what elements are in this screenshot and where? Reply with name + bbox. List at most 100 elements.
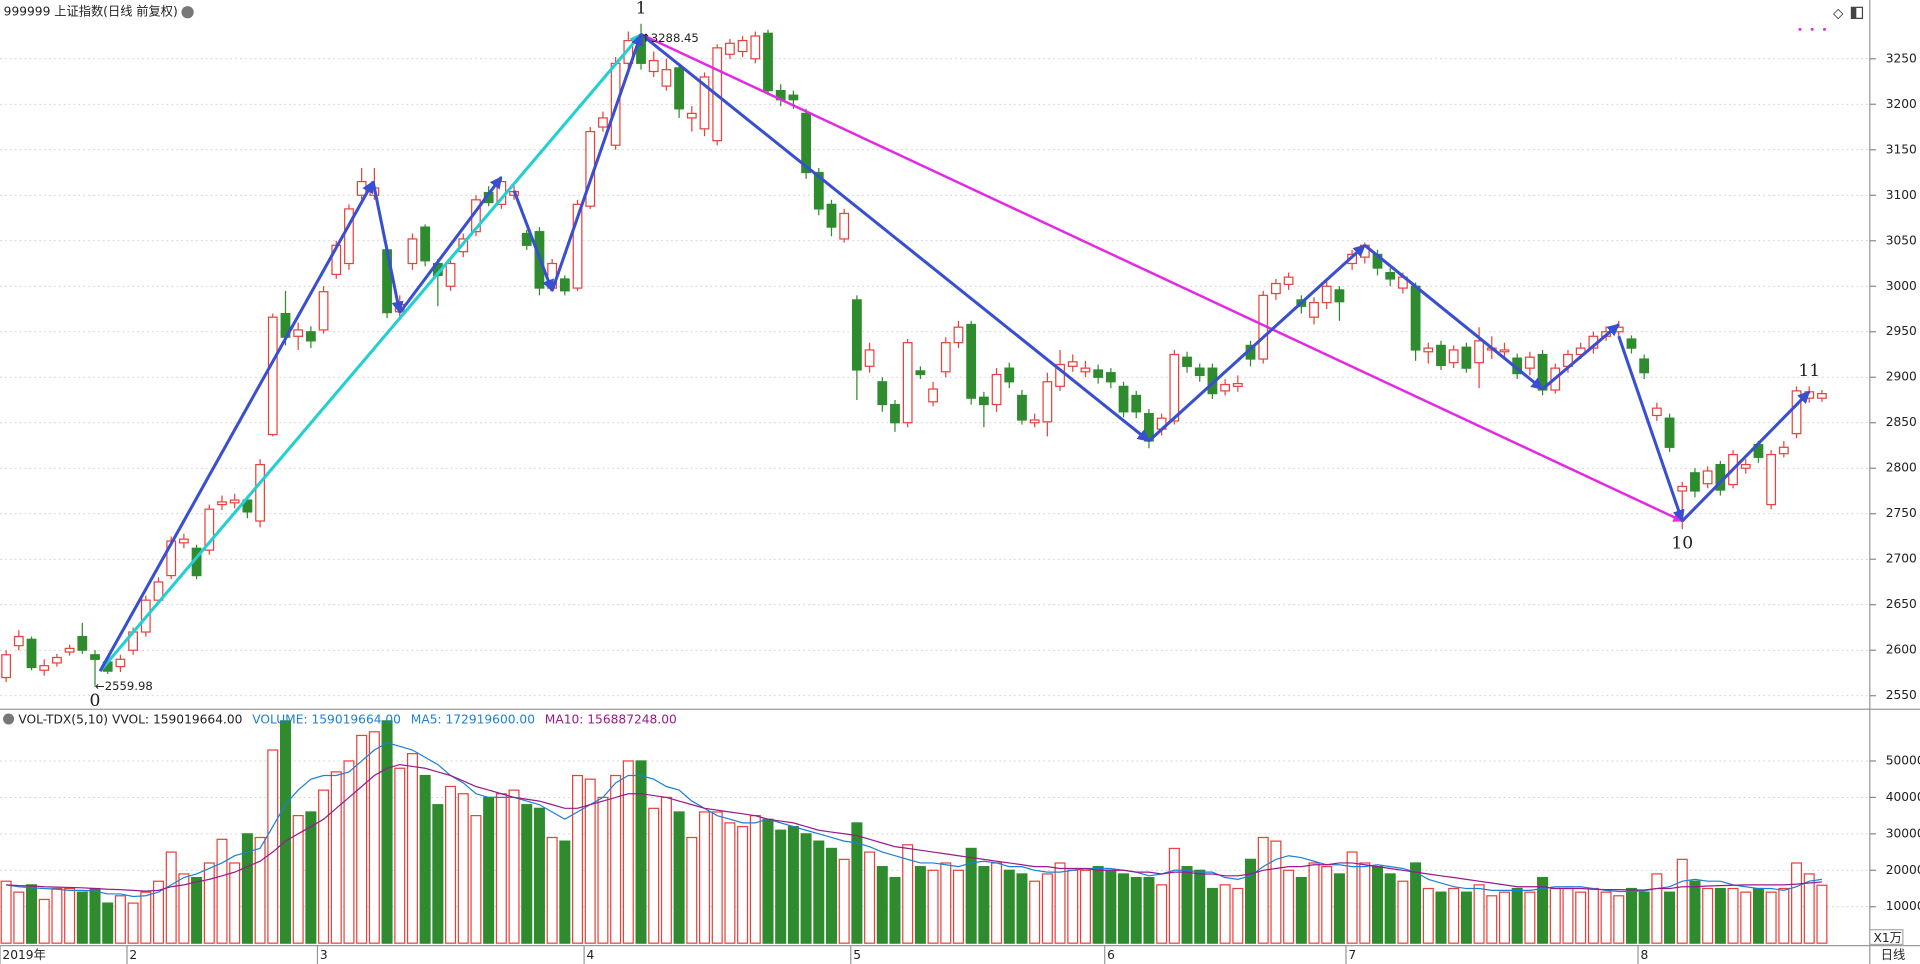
candle-body bbox=[1436, 344, 1446, 367]
candle-body bbox=[661, 69, 672, 87]
trend-arrow bbox=[371, 181, 404, 314]
volume-bar bbox=[800, 833, 812, 944]
candle-body bbox=[788, 94, 799, 101]
volume-bar bbox=[775, 829, 787, 944]
candles bbox=[1, 23, 1827, 687]
y-tick-label: 10000 bbox=[1886, 899, 1920, 913]
volume-bar bbox=[1600, 891, 1612, 944]
volume-bar bbox=[1473, 884, 1485, 944]
y-tick-label: 2700 bbox=[1886, 552, 1917, 566]
candle-body bbox=[1778, 446, 1789, 455]
window-icon-half bbox=[1851, 7, 1857, 19]
volume-bar bbox=[673, 811, 685, 944]
candle-body bbox=[1690, 472, 1700, 492]
volume-bar bbox=[597, 796, 609, 944]
volume-bar bbox=[1791, 862, 1803, 944]
volume-bar bbox=[64, 887, 76, 944]
volume-bar bbox=[457, 793, 469, 944]
title-menu-icon[interactable] bbox=[181, 6, 194, 19]
indicator-value: MA10: 156887248.00 bbox=[545, 713, 677, 727]
candle-body bbox=[217, 501, 227, 506]
volume-bar bbox=[1435, 891, 1447, 944]
candle-body bbox=[1118, 385, 1129, 413]
candle-body bbox=[1474, 340, 1484, 364]
candle-body bbox=[1677, 485, 1688, 492]
candle-body bbox=[1461, 346, 1472, 369]
candle-body bbox=[1626, 338, 1637, 349]
volume-bar bbox=[813, 840, 825, 944]
trend-arrow bbox=[1541, 323, 1620, 391]
volume-bar bbox=[1676, 858, 1688, 944]
candle-body bbox=[1651, 407, 1662, 417]
candle-body bbox=[737, 39, 748, 53]
wave-label: 0 bbox=[90, 691, 101, 711]
candle-body bbox=[1029, 419, 1040, 424]
volume-bar bbox=[241, 833, 253, 944]
trend-arrow bbox=[98, 33, 643, 673]
x-tick-label: 2019年 bbox=[2, 948, 45, 962]
volume-bar bbox=[114, 895, 126, 944]
x-tick-label: 3 bbox=[320, 948, 328, 962]
volume-bar bbox=[1575, 891, 1587, 944]
y-tick-label: 3250 bbox=[1886, 51, 1917, 65]
volume-bar bbox=[102, 902, 114, 944]
volume-bar bbox=[864, 851, 876, 944]
candle-body bbox=[242, 499, 253, 513]
volume-bar bbox=[1537, 876, 1549, 944]
volume-bar bbox=[1625, 887, 1637, 944]
volume-bar bbox=[1092, 866, 1104, 944]
volume-bar bbox=[546, 836, 558, 944]
volume-bar bbox=[1689, 880, 1701, 944]
candle-body bbox=[1334, 289, 1345, 303]
candle-body bbox=[978, 396, 989, 406]
volume-bar bbox=[559, 840, 571, 944]
volume-bar bbox=[178, 873, 190, 944]
candle-body bbox=[1271, 282, 1281, 295]
volume-bar bbox=[229, 862, 241, 944]
volume-bar bbox=[1041, 873, 1053, 944]
x-tick-label: 5 bbox=[853, 948, 861, 962]
volume-bar bbox=[381, 720, 393, 944]
candle-body bbox=[255, 463, 265, 522]
volume-bar bbox=[1003, 869, 1015, 944]
candle-body bbox=[648, 59, 659, 73]
candle-body bbox=[1093, 369, 1104, 378]
volume-bar bbox=[1549, 887, 1561, 944]
candle-body bbox=[1182, 356, 1192, 367]
trend-arrow bbox=[1681, 390, 1811, 523]
candle-body bbox=[801, 112, 811, 174]
candle-body bbox=[559, 278, 570, 292]
candle-body bbox=[851, 299, 862, 371]
volume-bar bbox=[1143, 876, 1155, 944]
volume-bar bbox=[1130, 876, 1142, 944]
draw-icon[interactable]: ◇ bbox=[1833, 5, 1844, 21]
volume-bar bbox=[495, 793, 507, 944]
volume-bar bbox=[787, 825, 799, 944]
volume-bar bbox=[1283, 869, 1295, 944]
volume-bar bbox=[876, 866, 888, 944]
volume-menu-icon[interactable] bbox=[3, 713, 15, 725]
legend-dots bbox=[1798, 27, 1826, 31]
volume-bar bbox=[838, 858, 850, 944]
candle-body bbox=[674, 67, 685, 110]
volume-bar bbox=[1397, 880, 1409, 944]
unit-box bbox=[1869, 929, 1904, 946]
dot bbox=[1810, 27, 1814, 31]
volume-bar bbox=[940, 862, 952, 944]
volume-bar bbox=[635, 760, 647, 944]
candle-body bbox=[267, 316, 278, 436]
y-tick-label: 2750 bbox=[1886, 506, 1917, 520]
candle-body bbox=[915, 370, 926, 376]
price-annotation: ←2559.98 bbox=[95, 679, 153, 693]
volume-bar bbox=[749, 815, 761, 944]
volume-bar bbox=[1321, 866, 1333, 944]
volume-bar bbox=[1245, 858, 1257, 944]
candle-body bbox=[1309, 302, 1319, 318]
volume-bar bbox=[724, 822, 736, 944]
candle-body bbox=[26, 638, 37, 669]
volume-bar bbox=[152, 880, 165, 944]
volume-bar bbox=[394, 767, 406, 944]
candle-body bbox=[1499, 349, 1510, 353]
